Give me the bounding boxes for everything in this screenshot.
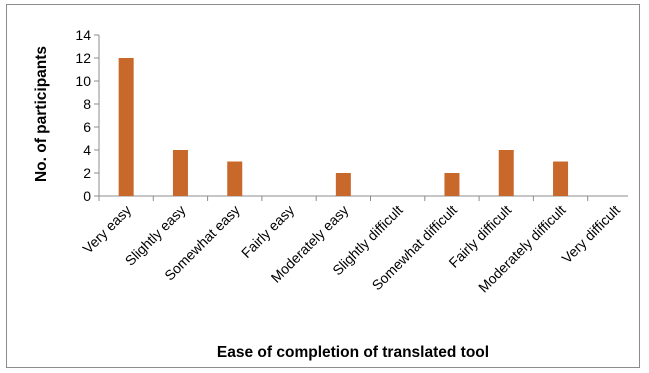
chart-frame <box>6 4 640 368</box>
x-tick-label: Very easy <box>79 202 134 257</box>
bar <box>553 161 569 196</box>
y-axis-title: No. of participants <box>33 46 50 182</box>
bar <box>118 58 134 196</box>
y-tick-label: 12 <box>75 50 91 66</box>
y-tick-label: 0 <box>83 188 91 204</box>
y-tick-label: 6 <box>83 119 91 135</box>
bar <box>227 161 243 196</box>
y-tick-label: 8 <box>83 96 91 112</box>
x-tick-label: Very difficult <box>558 202 623 267</box>
y-tick-labels: 0 2 4 6 8 10 12 14 <box>75 27 91 204</box>
bar <box>444 173 460 196</box>
bars <box>118 58 569 196</box>
bar <box>172 150 188 196</box>
y-tick-label: 14 <box>75 27 91 43</box>
y-tick-label: 10 <box>75 73 91 89</box>
y-tick-label: 4 <box>83 142 91 158</box>
y-tick-label: 2 <box>83 165 91 181</box>
bar <box>335 173 351 196</box>
bar <box>498 150 514 196</box>
x-tick-label: Fairly easy <box>238 202 297 261</box>
x-axis-title: Ease of completion of translated tool <box>217 344 489 361</box>
